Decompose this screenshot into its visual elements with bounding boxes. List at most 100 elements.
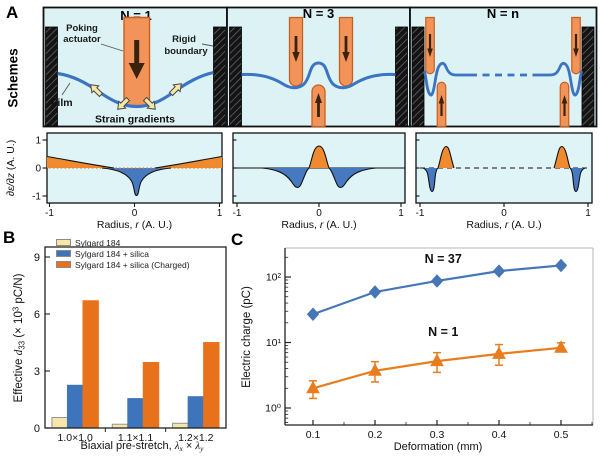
profile-outline: [261, 145, 377, 189]
strain-gradients-label: Strain gradients: [95, 114, 175, 126]
rigid-boundary-left: [45, 26, 58, 127]
rigid-boundary-right: [395, 26, 408, 127]
c-ytick-label: 10⁰: [265, 403, 282, 415]
panel-b-bar-chart: 0 3 6 9 1.0×1.0 1.1×1.1 1.2×1.2: [34, 246, 227, 444]
profile-xaxis-labels: Radius, r (A. U.) Radius, r (A. U.) Radi…: [97, 219, 542, 230]
legend-item: Sylgard 184 + silica: [56, 248, 190, 259]
scheme-n3: N = 3: [229, 6, 408, 128]
panel-a-illustration: N = 1 Poking actuator Rigid boundary Fil…: [5, 6, 598, 230]
c-xtick-label: 0.4: [492, 429, 507, 441]
b-ytick-label: 3: [34, 366, 40, 378]
profile-outline: [422, 145, 586, 193]
negative-dip-left: [262, 168, 309, 188]
legend-swatch-sylgard: [56, 238, 71, 247]
c-xtick-label: 0.2: [368, 429, 383, 441]
c-series-annotation: N = 37: [425, 252, 462, 266]
radius-axis-label: Radius, r (A. U.): [97, 219, 172, 230]
positive-wedge-right: [155, 156, 222, 168]
legend-label: Sylgard 184 + silica (Charged): [75, 259, 190, 270]
bar-series0-group2: [172, 422, 189, 429]
ytick-label: 0: [35, 164, 41, 175]
c-marker-triangle: [554, 340, 568, 353]
c-marker-diamond: [368, 285, 382, 299]
actuator-direction-arrows: [427, 34, 579, 116]
poking-actuator-label-line1: Poking: [66, 23, 98, 34]
xtick-label: 1: [217, 208, 223, 219]
c-marker-triangle: [430, 353, 444, 367]
bar-series2-group0: [82, 300, 99, 429]
c-xtick-label: 0.1: [306, 429, 321, 441]
negative-dip: [102, 168, 171, 196]
rigid-boundary-right: [581, 26, 595, 127]
ytick-label: 1: [35, 136, 41, 147]
film-label: Film: [51, 97, 73, 109]
xtick-label: 0: [501, 208, 507, 219]
film-curve: [241, 61, 396, 90]
profile-n1-content: [46, 155, 223, 197]
poking-leader-line: [100, 43, 124, 52]
legend-item: Sylgard 184: [56, 237, 190, 248]
c-marker-triangle: [306, 380, 320, 394]
rigid-boundary-right: [213, 26, 226, 127]
xtick-label: -1: [45, 208, 54, 219]
profile-plots: 1 0 -1 -1 0 1 -1 0 1 -1 0 1 Ra: [5, 132, 593, 230]
legend-label: Sylgard 184 + silica: [75, 248, 149, 259]
bar-series1-group0: [66, 384, 84, 429]
panel-c-line-chart: 10⁰ 10¹ 10² 0.1 0.2 0.3 0.4 0.5 N = 37 N = 1: [265, 247, 594, 441]
legend-swatch-charged: [56, 260, 71, 269]
b-ytick-label: 0: [34, 423, 40, 435]
c-marker-diamond: [554, 258, 568, 273]
c-marker-diamond: [430, 274, 444, 288]
b-category-label: 1.1×1.1: [118, 432, 153, 444]
scheme-nn-title: N = n: [487, 6, 519, 21]
rigid-boundary-left: [411, 26, 425, 127]
positive-wedge-left: [47, 156, 114, 168]
positive-peak-left: [438, 146, 454, 168]
b-ytick-label: 6: [34, 309, 40, 321]
c-marker-diamond: [492, 264, 506, 278]
c-xtick-label: 0.3: [430, 429, 445, 441]
b-category-label: 1.2×1.2: [178, 432, 213, 444]
xtick-label: 1: [585, 208, 591, 219]
xtick-label: 0: [316, 208, 322, 219]
panel-c-x-axis-label: Deformation (mm): [393, 441, 483, 453]
b-category-label: 1.0×1.0: [58, 432, 93, 444]
film-curve-right: [538, 61, 584, 97]
negative-dip-right: [329, 168, 376, 188]
c-xtick-label: 0.5: [554, 429, 569, 441]
actuator-direction-arrows: [292, 36, 350, 117]
profile-nn-content: [420, 145, 588, 193]
poking-direction-arrow: [128, 40, 145, 79]
profile-x-ticks: [48, 203, 589, 207]
bar-series1-group2: [187, 396, 205, 429]
rigid-boundary-left: [229, 26, 242, 127]
legend-label: Sylgard 184: [75, 237, 121, 248]
bar-series1-group1: [127, 398, 144, 429]
xtick-label: -1: [233, 208, 242, 219]
profile-xtick-labels: -1 0 1 -1 0 1 -1 0 1: [45, 208, 591, 219]
rigid-boundary-label-line1: Rigid: [172, 34, 196, 45]
poking-actuator-label-line2: actuator: [63, 34, 101, 45]
xtick-label: -1: [416, 208, 425, 219]
legend-item: Sylgard 184 + silica (Charged): [56, 259, 190, 270]
radius-axis-label: Radius, r (A. U.): [466, 219, 541, 230]
c-ytick-label: 10¹: [266, 337, 282, 349]
profile-outline: [46, 155, 223, 197]
bar-series0-group0: [51, 417, 68, 429]
film-curve-left: [422, 61, 470, 97]
positive-peak-right: [554, 146, 570, 168]
panel-c-letter: C: [231, 230, 244, 249]
b-ytick-label: 9: [34, 252, 40, 264]
strain-gradient-axis-label: ∂ε/∂z (A. U.): [5, 140, 17, 196]
film-leader-line: [61, 82, 71, 96]
c-line-N=37: [312, 264, 562, 316]
c-marker-triangle: [368, 363, 382, 376]
c-marker-triangle: [492, 346, 506, 359]
panel-b-x-axis-label: Biaxial pre-stretch, λx × λy: [80, 440, 204, 454]
b-plot-frame: [44, 246, 227, 429]
bar-series2-group1: [142, 361, 160, 429]
legend-swatch-silica: [56, 249, 71, 258]
panel-b-letter: B: [3, 228, 16, 247]
c-series-annotation: N = 1: [428, 325, 458, 339]
